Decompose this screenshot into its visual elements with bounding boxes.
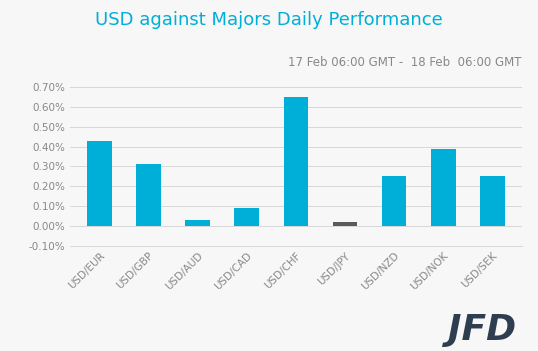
Bar	[431, 148, 456, 226]
Text: USD against Majors Daily Performance: USD against Majors Daily Performance	[95, 11, 443, 28]
Bar	[87, 141, 112, 226]
Bar	[186, 220, 210, 226]
Bar	[235, 208, 259, 226]
Bar	[136, 164, 161, 226]
Bar	[284, 97, 308, 226]
Bar	[382, 176, 406, 226]
Text: 17 Feb 06:00 GMT -  18 Feb  06:00 GMT: 17 Feb 06:00 GMT - 18 Feb 06:00 GMT	[288, 56, 522, 69]
Bar	[332, 222, 357, 226]
Text: JFD: JFD	[448, 313, 516, 347]
Bar	[480, 176, 505, 226]
